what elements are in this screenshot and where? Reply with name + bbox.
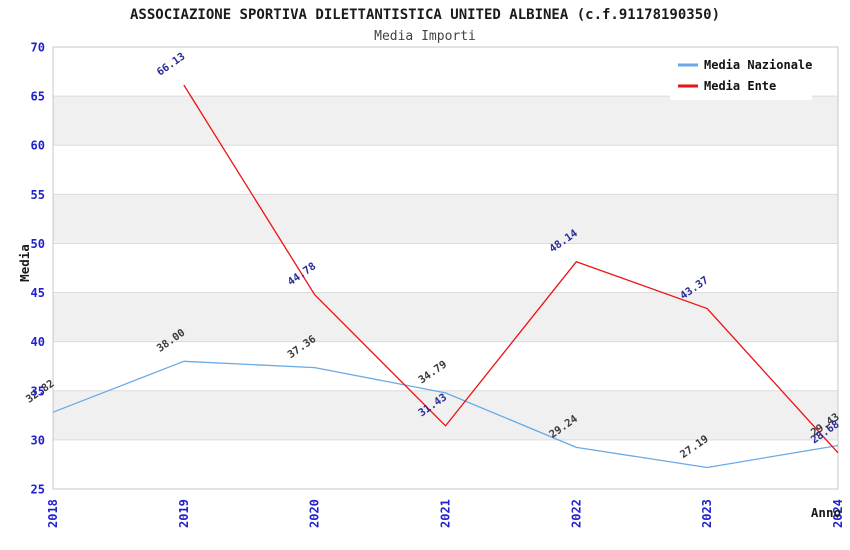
plot-border	[52, 46, 839, 490]
y-tick-label: 25	[31, 483, 45, 497]
x-tick-label: 2020	[308, 499, 322, 528]
data-label: 34.79	[416, 358, 449, 386]
y-tick-label: 40	[31, 335, 45, 349]
y-tick-label: 35	[31, 384, 45, 398]
x-tick-label: 2024	[831, 499, 845, 528]
legend-label: Media Ente	[704, 79, 776, 93]
data-label: 66.13	[155, 51, 188, 79]
grid-band	[53, 96, 838, 146]
series-line-media-nazionale	[52, 360, 839, 469]
y-tick-label: 30	[31, 433, 45, 447]
series-line-media-ente	[183, 84, 839, 454]
y-tick-label: 65	[31, 90, 45, 104]
grid-band	[53, 390, 838, 440]
chart-subtitle: Media Importi	[374, 29, 476, 44]
x-tick-label: 2021	[439, 499, 453, 528]
y-tick-label: 60	[31, 139, 45, 153]
data-label: 44.78	[286, 260, 319, 288]
grid-band	[53, 292, 838, 342]
y-tick-label: 70	[31, 41, 45, 55]
x-tick-label: 2019	[177, 499, 191, 528]
x-tick-label: 2022	[569, 499, 583, 528]
y-tick-label: 45	[31, 286, 45, 300]
y-tick-label: 50	[31, 237, 45, 251]
legend-label: Media Nazionale	[704, 58, 812, 72]
x-axis-title: Anno	[811, 505, 841, 520]
x-tick-label: 2023	[700, 499, 714, 528]
y-axis-title: Media	[17, 244, 32, 282]
legend-box	[670, 48, 812, 100]
grid-band	[53, 194, 838, 244]
chart-title: ASSOCIAZIONE SPORTIVA DILETTANTISTICA UN…	[130, 7, 720, 23]
y-tick-label: 55	[31, 188, 45, 202]
x-tick-label: 2018	[46, 499, 60, 528]
